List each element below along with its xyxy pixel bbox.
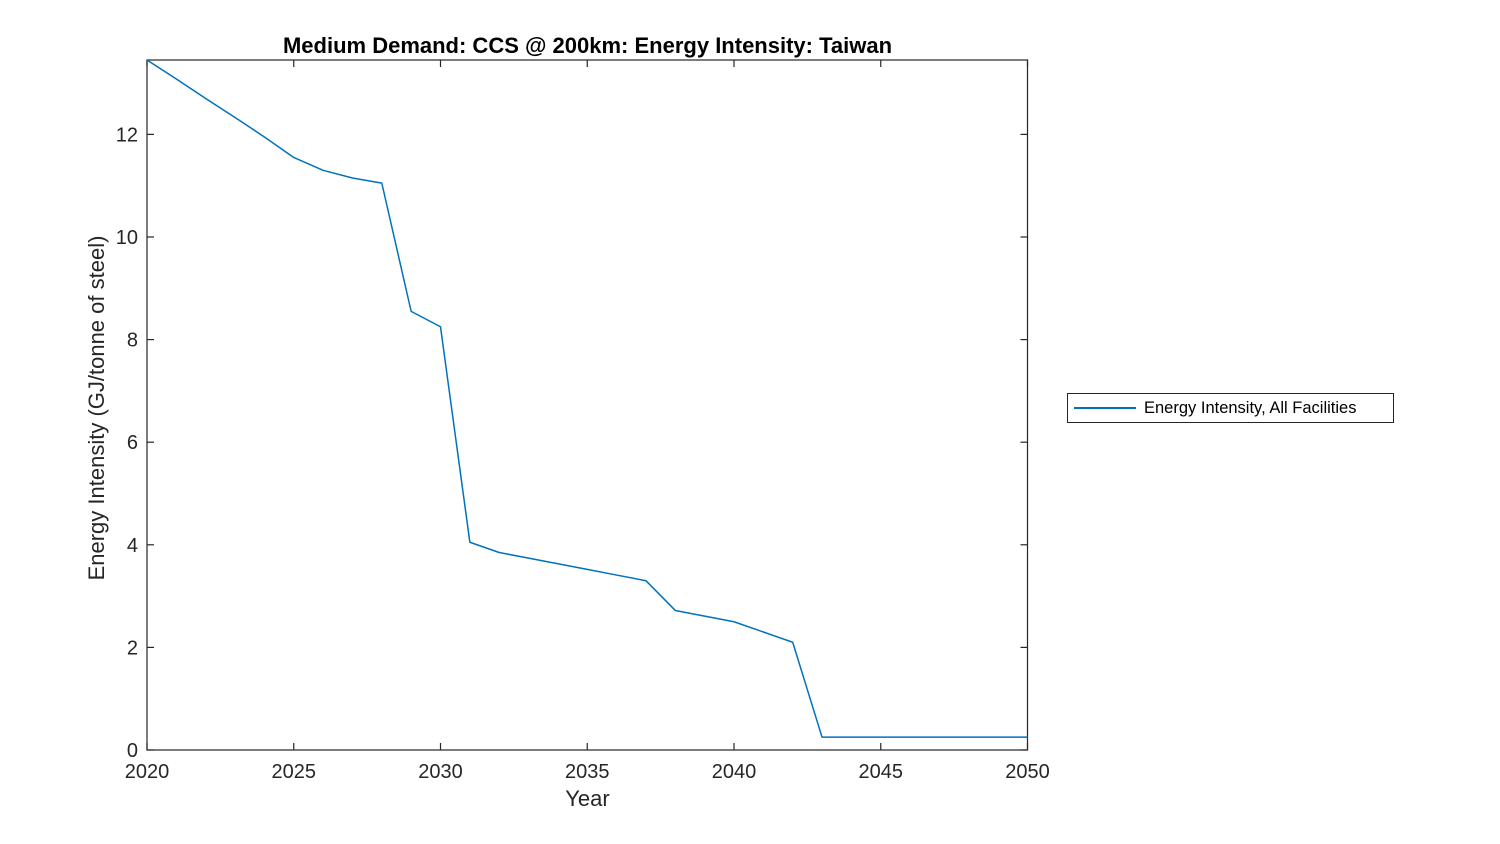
y-tick-label: 4 (127, 535, 138, 557)
axes-box (146, 59, 1029, 751)
y-axis-label: Energy Intensity (GJ/tonne of steel) (84, 235, 109, 581)
y-tick-label: 2 (127, 637, 138, 659)
y-tick-label: 10 (116, 227, 138, 249)
x-tick-label: 2040 (712, 761, 757, 783)
legend: Energy Intensity, All Facilities (1067, 393, 1394, 423)
x-tick-label: 2035 (565, 761, 610, 783)
legend-line-sample-icon (1074, 407, 1136, 409)
y-tick-label: 12 (116, 124, 138, 146)
x-axis-label: Year (565, 786, 610, 811)
y-tick-label: 8 (127, 330, 138, 352)
x-tick-label: 2020 (125, 761, 170, 783)
x-tick-label: 2045 (859, 761, 904, 783)
x-tick-label: 2050 (1005, 761, 1050, 783)
data-line (146, 59, 1028, 738)
x-tick-label: 2025 (272, 761, 317, 783)
y-tick-label: 6 (127, 432, 138, 454)
chart-title: Medium Demand: CCS @ 200km: Energy Inten… (282, 33, 893, 58)
x-tick-label: 2030 (418, 761, 463, 783)
y-tick-label: 0 (127, 740, 138, 762)
legend-entry-label: Energy Intensity, All Facilities (1144, 398, 1357, 417)
